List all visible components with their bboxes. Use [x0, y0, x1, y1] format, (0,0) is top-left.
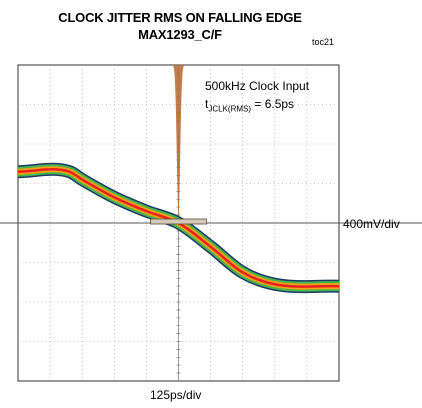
chart-subtitle: MAX1293_C/F: [138, 27, 222, 42]
annotation-value: = 6.5ps: [251, 97, 295, 111]
waveform-trace: [17, 162, 340, 294]
x-scale-label: 125ps/div: [150, 388, 202, 402]
trace-core: [17, 168, 340, 288]
annotation-line1: 500kHz Clock Input: [205, 79, 310, 93]
chart-title: CLOCK JITTER RMS ON FALLING EDGE: [58, 10, 302, 25]
y-scale-label: 400mV/div: [343, 217, 400, 231]
histogram-shape: [166, 65, 191, 215]
annotation-subscript: JCLK(RMS): [208, 104, 252, 114]
jitter-histogram: [166, 65, 191, 215]
figure-id: toc21: [312, 37, 335, 47]
annotation-line2: tJCLK(RMS) = 6.5ps: [205, 97, 294, 113]
annotation-prefix: t: [205, 97, 209, 111]
crossing-marker: [150, 218, 207, 225]
